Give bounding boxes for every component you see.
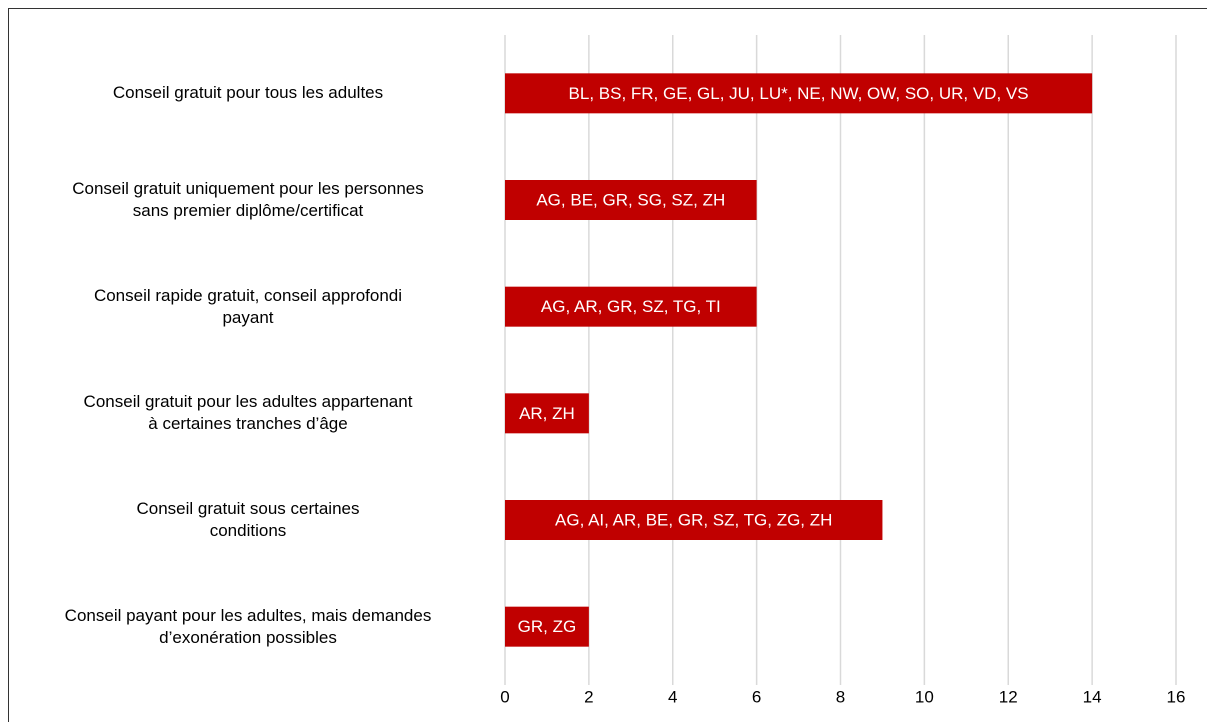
- bar: [505, 606, 589, 647]
- bar-label: AR, ZH: [519, 404, 575, 423]
- bar-label: GR, ZG: [518, 617, 577, 636]
- y-tick-label: Conseil gratuit uniquement pour les pers…: [72, 179, 424, 220]
- bar-label: BL, BS, FR, GE, GL, JU, LU*, NE, NW, OW,…: [569, 84, 1029, 103]
- x-tick-label: 2: [584, 687, 593, 706]
- bar: [505, 393, 589, 434]
- bar: [505, 180, 757, 220]
- y-tick-label: Conseil rapide gratuit, conseil approfon…: [93, 285, 403, 327]
- bar: [505, 286, 757, 327]
- bar-label: AG, BE, GR, SG, SZ, ZH: [536, 190, 725, 209]
- bar: [505, 73, 1093, 114]
- x-tick-label: 6: [752, 687, 761, 706]
- bar-label: AG, AR, GR, SZ, TG, TI: [541, 297, 721, 316]
- x-tick-label: 12: [999, 687, 1018, 706]
- x-tick-label: 16: [1167, 687, 1186, 706]
- x-tick-label: 8: [836, 687, 845, 706]
- x-tick-label: 10: [915, 687, 934, 706]
- bar: [505, 500, 883, 540]
- x-tick-label: 14: [1083, 687, 1102, 706]
- x-tick-label: 0: [500, 687, 509, 706]
- y-tick-label: Conseil payant pour les adultes, mais de…: [64, 605, 432, 647]
- y-tick-label: Conseil gratuit sous certaines condition…: [136, 499, 360, 540]
- y-tick-label: Conseil gratuit pour les adultes apparte…: [83, 392, 413, 434]
- bar-label: AG, AI, AR, BE, GR, SZ, TG, ZG, ZH: [555, 510, 832, 529]
- y-tick-label: Conseil gratuit pour tous les adultes: [112, 83, 384, 103]
- chart-border: [8, 8, 1207, 722]
- x-tick-label: 4: [668, 687, 677, 706]
